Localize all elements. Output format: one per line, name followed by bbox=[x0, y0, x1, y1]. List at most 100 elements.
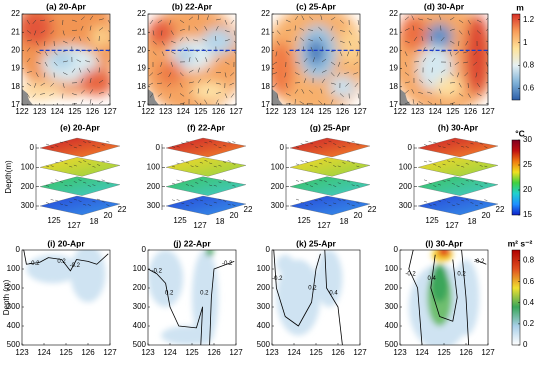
temperature-slice bbox=[165, 157, 247, 177]
current-vector bbox=[218, 181, 222, 183]
current-vector bbox=[78, 36, 82, 42]
current-vector bbox=[78, 179, 82, 181]
x-tick-label: 124 bbox=[301, 107, 315, 116]
current-vector bbox=[321, 58, 327, 63]
current-vector bbox=[161, 51, 165, 57]
colorbar-label: m² s⁻² bbox=[508, 238, 533, 248]
current-vector bbox=[295, 146, 300, 148]
current-vector bbox=[50, 199, 54, 201]
current-vector bbox=[195, 165, 199, 167]
current-vector bbox=[215, 99, 219, 105]
y-tick-label: 17 bbox=[389, 100, 398, 109]
current-vector bbox=[463, 51, 469, 54]
current-vector bbox=[447, 201, 451, 203]
current-vector bbox=[339, 19, 344, 24]
panel-title: (b) 22-Apr bbox=[172, 1, 213, 11]
current-vector bbox=[181, 202, 185, 205]
current-vector bbox=[411, 88, 415, 94]
x-tick-label: 126 bbox=[212, 107, 226, 116]
current-vector bbox=[357, 19, 360, 25]
x-tick-label: 125 bbox=[446, 107, 460, 116]
z-tick-label: 0 bbox=[156, 143, 161, 152]
current-vector bbox=[427, 91, 433, 94]
current-vector bbox=[64, 184, 68, 187]
current-vector bbox=[233, 51, 236, 55]
current-vector bbox=[188, 57, 191, 63]
y-tick-label: 17 bbox=[137, 100, 146, 109]
current-vector bbox=[458, 82, 462, 88]
temperature-slice bbox=[165, 137, 247, 158]
current-vector bbox=[437, 145, 441, 147]
y-tick-label: 18 bbox=[137, 82, 146, 91]
y-tick-label: 100 bbox=[385, 264, 399, 273]
current-vector bbox=[233, 30, 236, 36]
x-tick-label: 125 bbox=[47, 216, 61, 225]
current-vector bbox=[80, 25, 84, 31]
current-vector bbox=[449, 61, 452, 67]
y-tick-label: 100 bbox=[7, 264, 21, 273]
current-vector bbox=[423, 160, 428, 163]
current-vector bbox=[157, 72, 163, 75]
current-vector bbox=[357, 103, 360, 105]
z-axis-label: Depth(m) bbox=[4, 160, 13, 194]
current-vector bbox=[449, 102, 455, 105]
y-tick-label: 200 bbox=[385, 283, 399, 292]
current-vector bbox=[78, 161, 82, 163]
current-vector bbox=[479, 165, 483, 167]
current-vector bbox=[224, 30, 230, 33]
current-vector bbox=[428, 182, 432, 184]
current-vector bbox=[40, 19, 46, 22]
y-tick-label: 19 bbox=[11, 64, 20, 73]
temperature-slice bbox=[417, 137, 499, 158]
x-tick-label: 127 bbox=[229, 107, 243, 116]
current-vector bbox=[157, 19, 163, 24]
current-vector bbox=[328, 184, 332, 186]
y-tick-label: 200 bbox=[7, 283, 21, 292]
x-tick-label: 124 bbox=[415, 348, 429, 357]
current-vector bbox=[34, 30, 37, 36]
current-vector bbox=[188, 69, 194, 73]
current-vector bbox=[106, 182, 110, 185]
current-vector bbox=[300, 160, 304, 162]
current-vector bbox=[215, 82, 221, 85]
x-tick-label: 127 bbox=[103, 107, 117, 116]
current-vector bbox=[347, 142, 351, 144]
current-vector bbox=[97, 180, 101, 183]
current-vector bbox=[356, 202, 360, 204]
x-tick-label: 123 bbox=[393, 348, 407, 357]
current-vector bbox=[330, 99, 334, 105]
x-tick-label: 126 bbox=[331, 348, 345, 357]
current-vector bbox=[97, 198, 101, 201]
current-vector bbox=[308, 39, 314, 42]
current-vector bbox=[171, 146, 176, 148]
current-vector bbox=[98, 100, 104, 105]
current-vector bbox=[26, 57, 31, 63]
current-vector bbox=[461, 166, 465, 168]
current-vector bbox=[55, 161, 59, 164]
current-vector bbox=[294, 15, 299, 21]
y-tick-label: 100 bbox=[133, 264, 147, 273]
y-axis-label: Depth (m) bbox=[2, 279, 11, 315]
colorbar bbox=[511, 249, 521, 346]
current-vector bbox=[35, 72, 39, 78]
current-vector bbox=[337, 199, 341, 201]
current-vector bbox=[404, 101, 410, 105]
x-tick-label: 125 bbox=[68, 107, 82, 116]
current-vector bbox=[106, 160, 110, 163]
current-vector bbox=[64, 141, 68, 143]
current-vector bbox=[170, 40, 176, 44]
y-tick-label: 22 bbox=[11, 9, 20, 18]
current-vector bbox=[458, 19, 464, 24]
current-vector bbox=[227, 203, 231, 206]
panel-title: (a) 20-Apr bbox=[46, 1, 86, 11]
current-vector bbox=[440, 78, 442, 84]
current-vector bbox=[319, 146, 323, 148]
current-vector bbox=[308, 102, 314, 105]
current-vector bbox=[404, 40, 410, 44]
current-vector bbox=[461, 146, 465, 148]
contour-line bbox=[408, 250, 423, 345]
map-field bbox=[22, 14, 110, 105]
current-vector bbox=[73, 164, 77, 167]
y-tick-label: 17 bbox=[261, 100, 270, 109]
